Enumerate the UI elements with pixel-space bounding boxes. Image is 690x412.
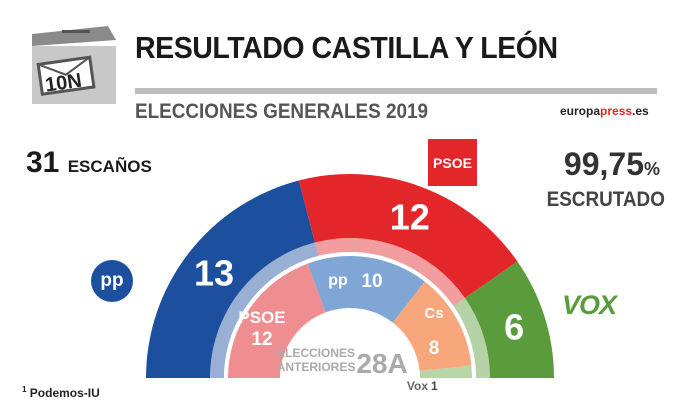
previous-value-vox: 1 <box>431 379 438 393</box>
seat-band-pp <box>210 242 319 378</box>
source-a: europa <box>560 104 601 118</box>
psoe-logo: PSOE <box>428 139 477 186</box>
previous-title-line2: ANTERIORES <box>277 360 356 374</box>
source-c: .es <box>632 104 649 118</box>
seats-label: ESCAÑOS <box>67 157 152 176</box>
scrutiny-unit: % <box>643 159 660 179</box>
seat-label-psoe: 12 <box>390 197 430 238</box>
previous-segment-vox <box>419 365 472 378</box>
scrutiny-label: ESCRUTADO <box>546 188 665 211</box>
ballot-box-icon: 10N <box>32 26 116 104</box>
previous-value-cs: 8 <box>429 338 440 359</box>
footnote-mark: 1 <box>22 385 27 394</box>
divider <box>135 88 657 94</box>
previous-title-line1: ELECCIONES <box>277 346 355 360</box>
previous-segment-cs <box>392 281 472 371</box>
footnote: 1 Podemos-IU <box>22 385 100 400</box>
seat-label-vox: 6 <box>504 307 524 348</box>
previous-label-cs: Cs <box>424 305 443 322</box>
ballot-label: 10N <box>44 70 83 97</box>
previous-value-psoe: 12 <box>251 329 272 350</box>
source-credit: europapress.es <box>560 104 649 118</box>
scrutiny-percent: 99,75% <box>540 146 660 183</box>
total-seats: 31 ESCAÑOS <box>26 146 152 180</box>
previous-label-vox: Vox <box>407 379 428 393</box>
scrutiny-value: 99,75 <box>563 146 644 182</box>
page-title: RESULTADO CASTILLA Y LEÓN <box>135 30 558 65</box>
vox-logo: VOX <box>562 290 617 320</box>
page-subtitle: ELECCIONES GENERALES 2019 <box>135 100 429 123</box>
seat-label-pp: 13 <box>194 253 234 294</box>
source-b: press <box>600 104 633 118</box>
pp-logo: pp <box>91 260 133 302</box>
previous-label-pp: pp <box>328 272 348 289</box>
seat-segment-psoe <box>298 174 518 299</box>
seat-segment-pp <box>146 180 315 378</box>
previous-segment-pp <box>307 256 425 323</box>
seat-segment-vox <box>464 261 554 378</box>
previous-title-tag: 28A <box>356 348 407 379</box>
seats-number: 31 <box>26 146 60 179</box>
seat-band-vox <box>453 298 490 378</box>
previous-value-pp: 10 <box>361 271 382 292</box>
previous-label-psoe: PSOE <box>238 308 285 327</box>
seat-band-psoe <box>314 237 465 307</box>
previous-segment-psoe <box>228 263 326 378</box>
footnote-text: Podemos-IU <box>29 386 100 400</box>
